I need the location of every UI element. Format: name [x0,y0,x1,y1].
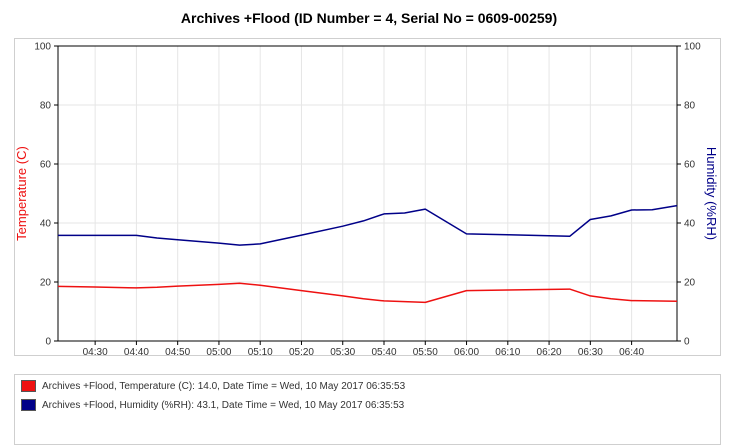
y-left-tick-label: 40 [40,219,52,230]
y-right-tick-label: 80 [684,101,696,112]
legend-item-temperature[interactable]: Archives +Flood, Temperature (C): 14.0, … [21,379,405,393]
legend: Archives +Flood, Temperature (C): 14.0, … [14,374,721,445]
legend-item-humidity[interactable]: Archives +Flood, Humidity (%RH): 43.1, D… [21,398,404,412]
chart-panel: 0 0 20 20 40 40 60 60 80 80 100 100 04:30 04:40 04:50 0… [14,38,721,356]
y-right-tick-label: 100 [684,42,701,53]
y-axis-left-label: Temperature (C) [15,146,29,241]
chart-title: Archives +Flood (ID Number = 4, Serial N… [180,10,558,26]
series-line-temperature[interactable] [57,282,678,304]
y-left-tick-label: 20 [40,278,52,289]
y-right-tick-label: 20 [684,278,696,289]
x-tick-label: 05:30 [330,347,355,355]
plot-frame [57,45,678,342]
x-tick-label: 05:00 [206,347,231,355]
x-tick-label: 05:10 [248,347,273,355]
y-left-tick-label: 60 [40,160,52,171]
x-tick-label: 05:40 [371,347,396,355]
x-tick-label: 06:40 [619,347,644,355]
x-tick-label: 04:30 [83,347,108,355]
legend-text-humidity: Archives +Flood, Humidity (%RH): 43.1, D… [42,399,405,411]
x-tick-label: 06:10 [495,347,520,355]
y-axis-right-label: Humidity (%RH) [704,147,719,240]
chart-plot[interactable]: 0 0 20 20 40 40 60 60 80 80 100 100 04:30 04:40 04:50 0… [15,39,720,356]
series-line-humidity[interactable] [58,204,678,246]
y-left-tick-label: 100 [34,42,51,53]
x-tick-label: 05:20 [289,347,314,355]
x-tick-label: 05:50 [413,347,438,355]
x-tick-label: 06:00 [454,347,479,355]
y-left-tick-label: 0 [45,337,51,348]
y-right-tick-label: 40 [684,219,696,230]
y-right-tick-label: 60 [684,160,696,171]
legend-text-temperature: Archives +Flood, Temperature (C): 14.0, … [42,380,406,392]
x-tick-label: 06:30 [578,347,603,355]
y-left-tick-label: 80 [40,101,52,112]
x-tick-label: 04:50 [165,347,190,355]
legend-swatch-temperature [21,380,36,392]
x-tick-label: 06:20 [537,347,562,355]
y-right-tick-label: 0 [684,337,690,348]
legend-swatch-humidity [21,399,36,411]
x-tick-label: 04:40 [124,347,149,355]
